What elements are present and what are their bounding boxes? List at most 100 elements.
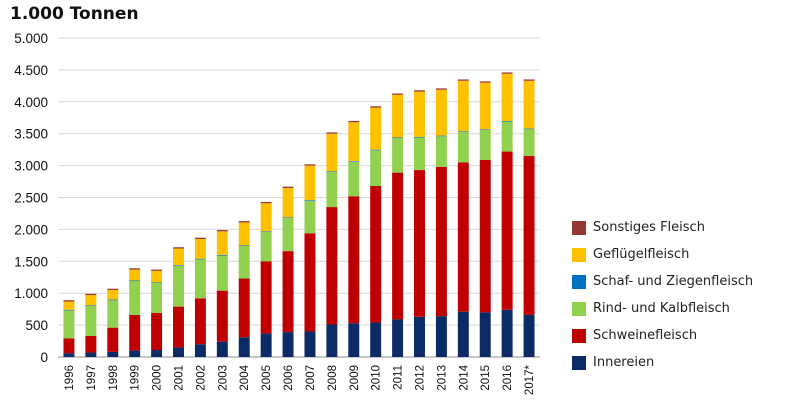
bar-segment [304, 233, 316, 332]
y-tick-label: 1.500 [14, 254, 48, 269]
bar-segment [414, 91, 425, 137]
legend-item: Schaf- und Ziegenfleisch [572, 268, 792, 295]
bar-segment [501, 72, 513, 74]
bar-segment [348, 161, 360, 197]
bar-segment [216, 290, 228, 342]
bar-segment [85, 295, 97, 306]
bar-segment [107, 290, 119, 300]
x-tick-label: 2004 [239, 364, 251, 390]
x-tick-label: 1997 [86, 365, 98, 391]
x-tick-label: 2008 [327, 365, 339, 391]
bar-segment [282, 187, 294, 218]
bar-segment [479, 82, 491, 130]
bar-segment [457, 162, 469, 312]
legend-swatch [572, 247, 586, 262]
bar-segment [414, 136, 425, 138]
bar-segment [457, 80, 469, 132]
bar-segment [173, 347, 184, 357]
y-tick-label: 0 [40, 350, 48, 365]
legend-swatch [572, 355, 586, 370]
bar-segment [348, 120, 360, 123]
bar-segment [151, 349, 163, 357]
bar-segment [348, 323, 360, 357]
x-tick-label: 2002 [195, 365, 207, 391]
bar-segment [392, 137, 404, 139]
bar-segment [282, 217, 294, 252]
bar-segment [370, 186, 382, 323]
bar-segment [260, 201, 272, 204]
x-tick-label: 2013 [436, 365, 448, 391]
bar-segment [173, 265, 184, 266]
legend-label: Rind- und Kalbfleisch [593, 301, 730, 316]
legend-label: Innereien [593, 355, 655, 370]
bar-segment [107, 327, 119, 352]
bar-segment [479, 159, 491, 313]
bar-segment [85, 305, 97, 336]
bar-segment [501, 151, 513, 310]
y-tick-label: 3.500 [14, 127, 48, 142]
y-tick-label: 2.000 [14, 222, 48, 237]
bar-segment [392, 93, 404, 95]
bar-segment [85, 352, 97, 357]
legend-swatch [572, 220, 586, 235]
bars [63, 72, 535, 357]
bar-segment [479, 129, 491, 130]
bar-segment [523, 79, 535, 81]
bar-segment [85, 305, 97, 306]
y-tick-label: 3.000 [14, 159, 48, 174]
legend-item: Sonstiges Fleisch [572, 214, 792, 241]
bar-segment [238, 337, 250, 357]
bar-segment [129, 281, 141, 315]
x-tick-label: 2011 [393, 365, 405, 390]
bar-segment [63, 309, 75, 311]
bar-segment [260, 203, 272, 232]
legend-swatch [572, 328, 586, 343]
legend-item: Innereien [572, 349, 792, 376]
bar-segment [523, 314, 535, 357]
bar-segment [238, 278, 250, 338]
bar-segment [216, 231, 228, 255]
x-tick-label: 1996 [64, 365, 76, 391]
bar-segment [238, 221, 250, 223]
tick-labels: 0 500 1.000 1.500 2.000 2.500 3.000 3.500 4.000 4… [14, 31, 536, 395]
bar-segment [216, 341, 228, 357]
bar-segment [151, 269, 163, 271]
bar-segment [414, 316, 425, 357]
bar-segment [348, 122, 360, 162]
bar-segment [151, 270, 163, 283]
bar-segment [479, 312, 491, 357]
bar-segment [151, 312, 163, 350]
x-tick-label: 2006 [283, 365, 295, 391]
bar-segment [392, 172, 404, 320]
bar-segment [304, 331, 316, 357]
bar-segment [129, 314, 141, 351]
bar-segment [173, 265, 184, 307]
bar-segment [326, 171, 338, 172]
bar-segment [392, 138, 404, 173]
x-tick-label: 2000 [152, 365, 164, 391]
bar-segment [414, 90, 425, 92]
bar-segment [260, 333, 272, 357]
bar-segment [435, 89, 447, 136]
bar-segment [479, 81, 491, 83]
bar-segment [479, 129, 491, 160]
bar-segment [370, 322, 382, 357]
bar-segment [173, 248, 184, 266]
bar-segment [435, 135, 447, 137]
bar-segment [282, 186, 294, 188]
bar-segment [435, 136, 447, 167]
bar-segment [216, 254, 228, 256]
bar-segment [107, 299, 119, 301]
bar-segment [85, 335, 97, 353]
bar-segment [414, 137, 425, 171]
bar-segment [85, 293, 97, 296]
legend-item: Schweinefleisch [572, 322, 792, 349]
bar-segment [501, 120, 513, 122]
bar-segment [304, 200, 316, 234]
bar-segment [194, 238, 206, 259]
bar-segment [107, 300, 119, 328]
legend-item: Geflügelfleisch [572, 241, 792, 268]
bar-segment [304, 200, 316, 201]
bar-segment [260, 231, 272, 232]
